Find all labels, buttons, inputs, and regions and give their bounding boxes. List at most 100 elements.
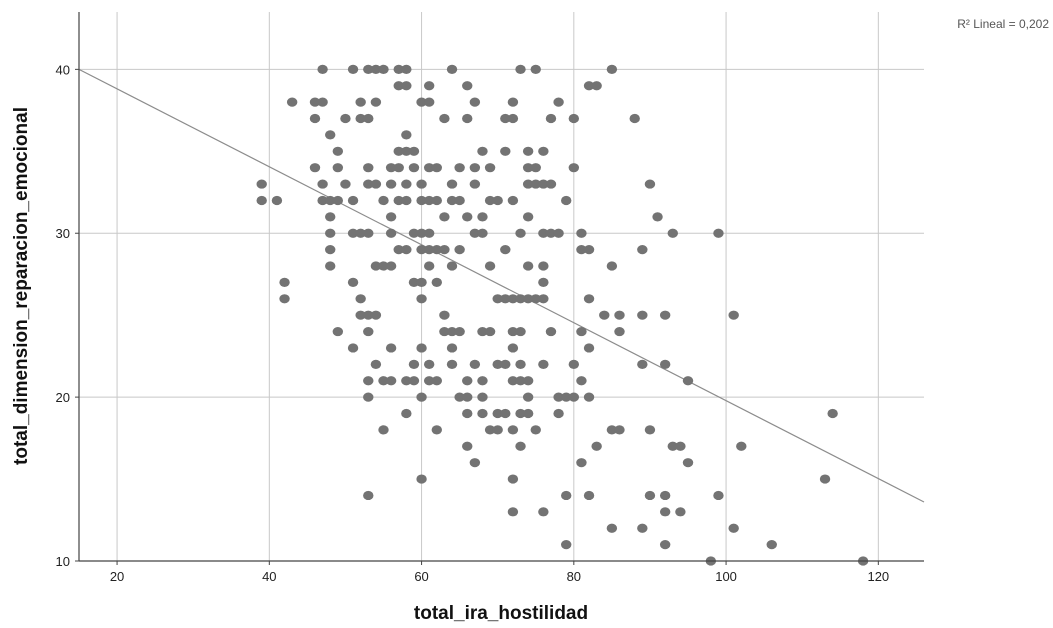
data-point: [370, 359, 382, 369]
data-point: [515, 376, 526, 386]
data-point: [561, 392, 572, 402]
data-point: [462, 392, 473, 402]
data-point: [713, 228, 724, 238]
data-point: [454, 326, 465, 337]
data-point: [431, 245, 442, 255]
data-point: [317, 64, 328, 74]
data-point: [522, 294, 534, 304]
data-point: [644, 179, 656, 189]
data-point: [484, 261, 496, 271]
data-point: [492, 294, 503, 304]
data-point: [416, 294, 427, 304]
data-point: [583, 392, 595, 402]
data-point: [423, 245, 435, 255]
data-point: [522, 146, 534, 156]
data-point: [408, 277, 420, 288]
data-point: [477, 146, 488, 156]
data-point: [325, 130, 336, 140]
data-point: [423, 81, 435, 91]
data-point: [462, 212, 473, 222]
data-point: [416, 245, 427, 255]
data-point: [340, 179, 351, 189]
data-point: [644, 425, 656, 435]
data-point: [423, 163, 435, 173]
data-point: [332, 146, 344, 156]
data-point: [462, 408, 473, 419]
data-point: [431, 376, 442, 386]
data-point: [355, 97, 366, 107]
data-point: [393, 245, 404, 255]
data-point: [538, 294, 549, 304]
data-point: [583, 294, 595, 304]
data-point: [332, 163, 344, 173]
y-tick-label: 30: [56, 226, 70, 241]
data-point: [522, 179, 534, 189]
data-point: [652, 212, 663, 222]
x-axis-title: total_ira_hostilidad: [414, 603, 588, 624]
data-point: [477, 376, 488, 386]
data-point: [713, 490, 724, 501]
data-point: [385, 212, 397, 222]
data-point: [393, 163, 404, 173]
data-point: [446, 179, 458, 189]
tick-labels: 20 40 60 80 100 120 10 20 30 40: [56, 62, 890, 584]
data-point: [408, 163, 420, 173]
data-point: [393, 81, 404, 91]
data-point: [500, 294, 511, 304]
data-point: [553, 228, 564, 238]
data-point: [462, 376, 473, 386]
data-point: [416, 343, 427, 353]
data-point: [347, 343, 359, 353]
data-point: [355, 113, 366, 124]
data-point: [309, 113, 321, 124]
data-point: [530, 425, 541, 435]
data-point: [682, 458, 694, 468]
data-point: [553, 97, 564, 107]
data-point: [431, 277, 442, 288]
data-point: [561, 195, 572, 206]
data-point: [385, 163, 397, 173]
data-point: [583, 490, 595, 501]
data-point: [347, 64, 359, 74]
data-point: [439, 326, 450, 337]
data-point: [492, 425, 503, 435]
data-point: [385, 343, 397, 353]
x-tick-label: 40: [262, 569, 276, 584]
data-point: [363, 326, 374, 337]
data-point: [545, 228, 557, 238]
data-point: [576, 458, 587, 468]
data-point: [591, 441, 602, 451]
data-point: [325, 228, 336, 238]
data-point: [606, 261, 618, 271]
data-point: [462, 441, 473, 451]
data-point: [416, 392, 427, 402]
data-point: [614, 310, 625, 320]
data-point: [484, 195, 496, 206]
data-point: [477, 408, 488, 419]
data-point: [507, 343, 519, 353]
data-point: [538, 261, 549, 271]
data-point: [568, 113, 580, 124]
data-point: [515, 359, 526, 369]
data-point: [347, 228, 359, 238]
data-point: [401, 408, 412, 419]
data-point: [538, 179, 549, 189]
data-point: [545, 113, 557, 124]
data-point: [439, 245, 450, 255]
data-point: [355, 228, 366, 238]
data-point: [325, 245, 336, 255]
data-point: [317, 195, 328, 206]
data-point: [530, 163, 541, 173]
data-point: [538, 228, 549, 238]
data-point: [401, 81, 412, 91]
data-point: [385, 228, 397, 238]
data-point: [766, 540, 777, 550]
data-point: [667, 441, 678, 451]
data-point: [408, 376, 420, 386]
data-point: [401, 179, 412, 189]
data-point: [507, 376, 519, 386]
data-point: [827, 408, 838, 419]
data-point: [522, 392, 534, 402]
data-point: [408, 146, 420, 156]
data-point: [363, 376, 374, 386]
